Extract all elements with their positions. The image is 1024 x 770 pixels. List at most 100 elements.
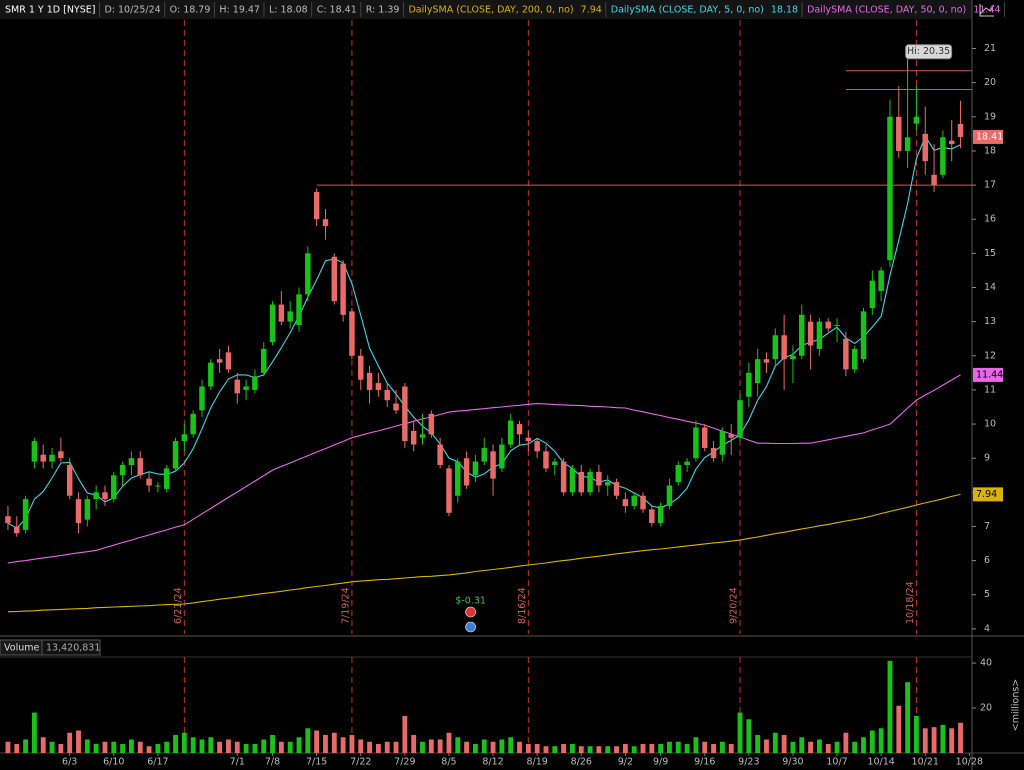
volume-bar: [887, 660, 893, 753]
y-tick-label: 7: [984, 521, 990, 532]
x-tick-label: 10/14: [867, 757, 894, 768]
candle-body: [940, 137, 946, 175]
event-label: 10/18/24: [905, 581, 916, 624]
volume-bar: [631, 746, 637, 753]
volume-bar: [816, 739, 822, 753]
candle-body: [649, 509, 655, 524]
y-tick-label: 14: [984, 282, 996, 293]
candle-body: [922, 133, 928, 162]
candle-body: [728, 434, 734, 438]
candle-body: [402, 386, 408, 442]
y-tick-label: 6: [984, 555, 990, 566]
y-tick-label: 9: [984, 453, 990, 464]
candle-body: [878, 270, 884, 291]
event-label: 6/21/24: [173, 587, 184, 624]
candle-body: [834, 325, 840, 327]
header-item: D: 10/25/24: [104, 5, 160, 16]
y-tick-label: 20: [984, 77, 996, 88]
price-tag-label: 18.41: [976, 131, 1003, 142]
volume-bar: [472, 744, 478, 753]
candle-body: [137, 458, 143, 476]
volume-bar: [499, 739, 505, 753]
volume-bar: [905, 682, 911, 753]
volume-bar: [914, 715, 919, 753]
volume-bar: [781, 735, 787, 753]
header-item: C: 18.41: [317, 5, 357, 16]
volume-bar: [296, 737, 302, 753]
volume-bar: [746, 719, 752, 753]
volume-bar: [508, 737, 514, 753]
button-bg[interactable]: [976, 2, 996, 18]
candle-body: [754, 359, 761, 384]
y-tick-label: 13: [984, 316, 996, 327]
volume-bar: [367, 741, 372, 753]
candle-body: [702, 427, 708, 448]
volume-bar: [719, 741, 725, 753]
price-tag-label: 7.94: [976, 489, 997, 500]
candle-body: [155, 485, 161, 487]
volume-bar: [799, 737, 805, 753]
candle-body: [128, 458, 135, 466]
volume-bar: [358, 739, 364, 753]
volume-bar: [517, 741, 522, 753]
candle-body: [887, 116, 893, 261]
candle-body: [851, 348, 858, 370]
volume-bar: [76, 730, 81, 753]
volume-bar: [702, 741, 708, 753]
x-tick-label: 10/7: [826, 757, 847, 768]
candle-body: [22, 499, 29, 530]
volume-y-tick-label: 20: [980, 703, 992, 714]
price-tag: [973, 129, 1003, 144]
candle-body: [208, 362, 214, 387]
candle-body: [578, 471, 584, 493]
x-tick-label: 9/16: [694, 757, 715, 768]
candle-body: [825, 321, 831, 329]
volume-bar: [737, 712, 743, 753]
volume-bar: [226, 739, 231, 753]
volume-bar: [234, 741, 240, 753]
volume-bar: [605, 746, 611, 753]
volume-bar: [684, 744, 690, 753]
volume-bar: [137, 741, 143, 753]
candle-body: [366, 372, 373, 390]
header-sma-name: DailySMA (CLOSE, DAY, 200, 0, no): [408, 5, 573, 16]
candle-body: [305, 253, 311, 295]
header-sma-value: 7.94: [581, 5, 602, 16]
price-tag-label: 11.44: [976, 369, 1003, 380]
volume-bar: [808, 741, 814, 753]
volume-bar: [922, 728, 928, 753]
candle-body: [31, 441, 38, 462]
candle-body: [604, 482, 611, 486]
volume-bar: [411, 735, 417, 753]
candle-body: [313, 191, 320, 220]
volume-bar: [949, 728, 955, 753]
volume-bar: [481, 739, 487, 753]
volume-bar: [490, 741, 496, 753]
y-tick-label: 19: [984, 111, 996, 122]
candle-body: [446, 468, 452, 513]
candle-body: [358, 355, 364, 380]
volume-bar: [393, 741, 399, 753]
candle-body: [931, 174, 937, 186]
header-sma-name: DailySMA (CLOSE, DAY, 50, 0, no): [807, 5, 966, 16]
volume-bar: [93, 744, 99, 753]
dividend-icon: [465, 621, 476, 633]
candle-body: [693, 427, 699, 459]
candle-body: [525, 437, 532, 442]
volume-bar: [446, 732, 452, 753]
volume-bar: [173, 735, 178, 753]
y-tick-label: 16: [984, 214, 996, 225]
candle-body: [190, 413, 196, 435]
volume-bar: [825, 744, 831, 753]
volume-bar: [49, 741, 55, 753]
chart-style-button[interactable]: [976, 2, 996, 18]
candle-body: [843, 338, 849, 370]
volume-bar: [464, 741, 470, 753]
candle-body: [419, 434, 426, 438]
x-tick-label: 7/1: [230, 757, 245, 768]
candle-body: [296, 294, 302, 326]
button-icon[interactable]: [979, 4, 995, 17]
volume-bar: [534, 744, 540, 753]
candle-body: [455, 461, 461, 496]
candle-body: [75, 499, 82, 524]
